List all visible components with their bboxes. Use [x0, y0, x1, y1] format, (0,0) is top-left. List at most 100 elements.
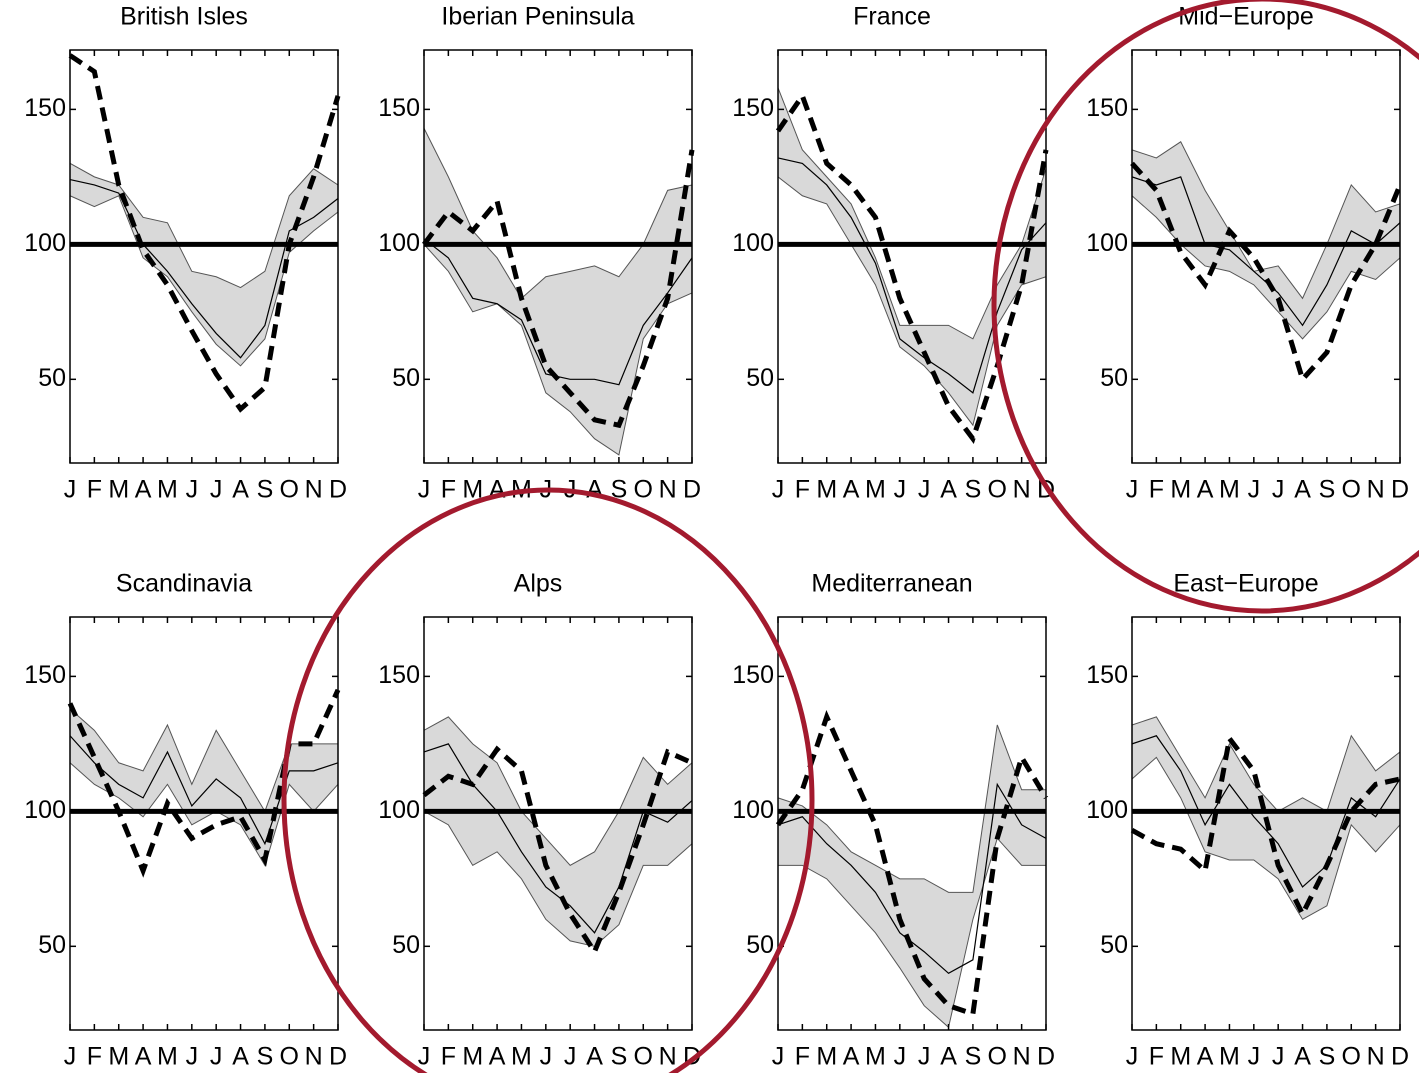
- x-tick-label: J: [894, 476, 907, 504]
- x-tick-label: M: [157, 1043, 178, 1071]
- member-line: [1131, 735, 1401, 888]
- x-tick-label: F: [441, 476, 456, 504]
- x-tick-label: S: [965, 476, 982, 504]
- x-tick-label: J: [772, 1043, 785, 1071]
- x-tick-label: A: [135, 1043, 152, 1071]
- x-tick-label: M: [865, 476, 886, 504]
- plot-area: [70, 617, 338, 1030]
- dashed-line: [422, 745, 694, 958]
- x-tick-label: N: [1013, 476, 1031, 504]
- x-tick-label: J: [1272, 1043, 1285, 1071]
- plot-frame: [69, 49, 339, 464]
- x-tick-label: S: [611, 1043, 628, 1071]
- x-tick-label: O: [988, 476, 1007, 504]
- y-tick-label: 100: [378, 229, 420, 257]
- x-tick-label: D: [1037, 1043, 1055, 1071]
- x-tick-label: A: [940, 476, 957, 504]
- x-tick-label: F: [441, 1043, 456, 1071]
- plot-area: [778, 50, 1046, 463]
- x-tick-label: M: [462, 1043, 483, 1071]
- x-tick-label: J: [186, 1043, 199, 1071]
- x-tick-label: J: [918, 1043, 931, 1071]
- plot-frame: [1131, 616, 1401, 1031]
- x-tick-label: J: [64, 1043, 77, 1071]
- x-tick-label: F: [795, 476, 810, 504]
- x-tick-label: J: [540, 1043, 553, 1071]
- x-tick-label: F: [1149, 476, 1164, 504]
- highlight-ellipse: [991, 0, 1419, 614]
- x-tick-label: J: [1272, 476, 1285, 504]
- x-tick-label: M: [157, 476, 178, 504]
- member-line: [69, 735, 339, 846]
- panel-title: British Isles: [120, 3, 248, 31]
- x-tick-label: O: [634, 1043, 653, 1071]
- y-tick-label: 150: [732, 661, 774, 689]
- x-tick-label: M: [462, 476, 483, 504]
- x-tick-label: A: [843, 476, 860, 504]
- x-tick-label: A: [940, 1043, 957, 1071]
- y-tick-label: 150: [1086, 661, 1128, 689]
- dashed-line: [67, 688, 341, 878]
- x-tick-label: J: [418, 476, 431, 504]
- x-tick-label: S: [965, 1043, 982, 1071]
- plot-frame: [423, 616, 693, 1031]
- y-tick-label: 50: [1100, 931, 1128, 959]
- x-tick-label: M: [108, 1043, 129, 1071]
- x-tick-label: A: [1294, 1043, 1311, 1071]
- x-tick-label: M: [1170, 1043, 1191, 1071]
- x-tick-label: J: [186, 476, 199, 504]
- panel-title: France: [853, 3, 931, 31]
- x-tick-label: N: [305, 476, 323, 504]
- panel-title: Alps: [514, 570, 563, 598]
- x-tick-label: M: [1170, 476, 1191, 504]
- x-tick-label: A: [1197, 476, 1214, 504]
- x-tick-label: D: [329, 476, 347, 504]
- x-tick-label: J: [210, 476, 223, 504]
- y-tick-label: 150: [24, 94, 66, 122]
- x-tick-label: A: [586, 476, 603, 504]
- x-tick-label: S: [611, 476, 628, 504]
- x-tick-label: J: [564, 1043, 577, 1071]
- panel-title: East−Europe: [1173, 570, 1318, 598]
- x-tick-label: M: [816, 1043, 837, 1071]
- y-tick-label: 150: [1086, 94, 1128, 122]
- y-tick-label: 50: [38, 931, 66, 959]
- member-line: [777, 782, 1047, 975]
- panel-title: Iberian Peninsula: [441, 3, 634, 31]
- x-tick-label: A: [232, 1043, 249, 1071]
- x-tick-label: M: [108, 476, 129, 504]
- x-tick-label: A: [135, 476, 152, 504]
- x-tick-label: S: [257, 1043, 274, 1071]
- x-tick-label: A: [232, 476, 249, 504]
- highlight-ellipse: [281, 487, 815, 1073]
- plot-frame: [423, 49, 693, 464]
- y-tick-label: 100: [732, 229, 774, 257]
- x-tick-label: M: [511, 1043, 532, 1071]
- dashed-line: [1130, 732, 1401, 920]
- x-tick-label: A: [843, 1043, 860, 1071]
- member-line: [423, 743, 693, 934]
- x-tick-label: D: [329, 1043, 347, 1071]
- x-tick-label: J: [210, 1043, 223, 1071]
- plot-frame: [777, 616, 1047, 1031]
- x-tick-label: N: [659, 476, 677, 504]
- x-tick-label: J: [918, 476, 931, 504]
- x-tick-label: J: [64, 476, 77, 504]
- plot-area: [70, 50, 338, 463]
- x-tick-label: J: [772, 476, 785, 504]
- x-tick-label: J: [1126, 1043, 1139, 1071]
- member-line: [777, 157, 1047, 394]
- y-tick-label: 50: [746, 364, 774, 392]
- x-tick-label: M: [865, 1043, 886, 1071]
- x-tick-label: M: [816, 476, 837, 504]
- x-tick-label: D: [1391, 476, 1409, 504]
- plot-frame: [777, 49, 1047, 464]
- panel-title: Scandinavia: [116, 570, 252, 598]
- x-tick-label: D: [1391, 1043, 1409, 1071]
- x-tick-label: A: [489, 1043, 506, 1071]
